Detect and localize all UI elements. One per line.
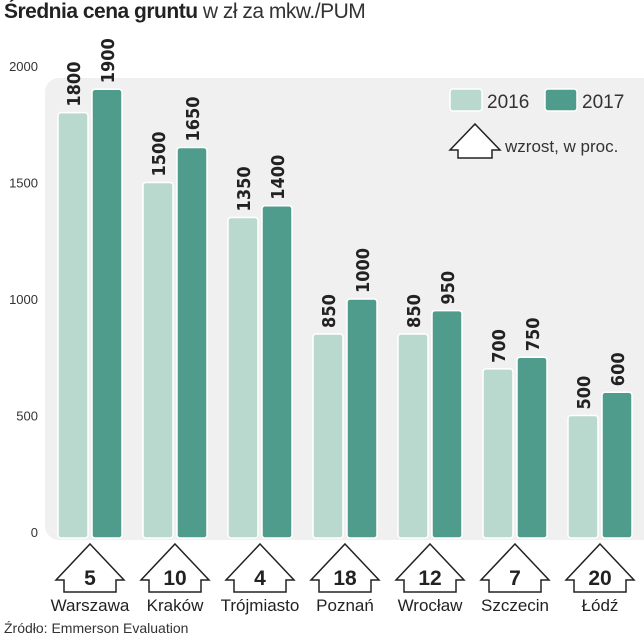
bar-value-label: 1800 bbox=[64, 62, 85, 107]
growth-arrow-icon bbox=[564, 542, 636, 593]
growth-value: 18 bbox=[333, 567, 357, 590]
bar-value-label: 1500 bbox=[149, 131, 170, 176]
bar-value-label: 700 bbox=[489, 329, 510, 363]
title-main: Średnia cena gruntu bbox=[4, 0, 198, 23]
bar-value-label: 850 bbox=[404, 294, 425, 328]
y-tick-label: 1500 bbox=[9, 176, 38, 191]
bar-value-label: 1650 bbox=[183, 96, 204, 141]
bar-value-label: 1400 bbox=[268, 155, 289, 200]
growth-arrow-icon bbox=[54, 542, 126, 593]
bar-value-label: 950 bbox=[438, 271, 459, 305]
category-label: Kraków bbox=[147, 596, 204, 615]
source-note: Źródło: Emmerson Evaluation bbox=[4, 620, 189, 636]
bar-value-label: 1900 bbox=[98, 38, 119, 83]
growth-value: 10 bbox=[163, 567, 186, 590]
category-label: Szczecin bbox=[481, 596, 549, 615]
growth-value: 4 bbox=[254, 567, 266, 590]
y-tick-label: 500 bbox=[16, 409, 38, 424]
legend-growth-icon bbox=[448, 122, 502, 159]
bar-value-label: 850 bbox=[319, 294, 340, 328]
bar-2017 bbox=[261, 205, 293, 539]
legend-label: 2016 bbox=[487, 92, 529, 113]
category-label: Poznań bbox=[316, 596, 374, 615]
bar-2017 bbox=[516, 356, 548, 539]
bar-value-label: 500 bbox=[574, 376, 595, 410]
bar-2016 bbox=[397, 333, 429, 539]
category-label: Warszawa bbox=[51, 596, 130, 615]
category-label: Trójmiasto bbox=[221, 596, 300, 615]
bar-value-label: 750 bbox=[523, 317, 544, 351]
bar-2016 bbox=[567, 414, 599, 539]
growth-value: 5 bbox=[84, 567, 96, 590]
growth-value: 7 bbox=[509, 567, 521, 590]
growth-arrow-icon bbox=[394, 542, 466, 593]
y-tick-label: 1000 bbox=[9, 292, 38, 307]
bar-value-label: 1350 bbox=[234, 166, 255, 211]
y-tick-label: 0 bbox=[31, 525, 38, 540]
chart-title: Średnia cena gruntu w zł za mkw./PUM bbox=[4, 0, 366, 24]
legend-label: 2017 bbox=[582, 92, 624, 113]
legend-swatch-2016 bbox=[449, 88, 483, 112]
bar-2017 bbox=[346, 298, 378, 539]
bar-2016 bbox=[482, 368, 514, 539]
growth-arrow-icon bbox=[309, 542, 381, 593]
legend-growth-label: wzrost, w proc. bbox=[504, 137, 618, 156]
bar-value-label: 1000 bbox=[353, 248, 374, 293]
bar-2016 bbox=[57, 111, 89, 539]
category-label: Wrocław bbox=[398, 596, 464, 615]
bar-2016 bbox=[312, 333, 344, 539]
legend-swatch-2017 bbox=[544, 88, 578, 112]
bar-2016 bbox=[142, 181, 174, 539]
bar-2017 bbox=[431, 309, 463, 539]
growth-value: 20 bbox=[588, 567, 611, 590]
category-label: Łódź bbox=[582, 596, 619, 615]
growth-arrow-icon bbox=[224, 542, 296, 593]
growth-arrow-icon bbox=[479, 542, 551, 593]
y-tick-label: 2000 bbox=[9, 59, 38, 74]
bar-value-label: 600 bbox=[608, 352, 629, 386]
bar-2016 bbox=[227, 216, 259, 539]
growth-arrow-icon bbox=[139, 542, 211, 593]
growth-value: 12 bbox=[418, 567, 441, 590]
bar-2017 bbox=[176, 146, 208, 539]
bar-2017 bbox=[601, 391, 633, 539]
bar-2017 bbox=[91, 88, 123, 539]
title-subtitle: w zł za mkw./PUM bbox=[202, 0, 366, 23]
